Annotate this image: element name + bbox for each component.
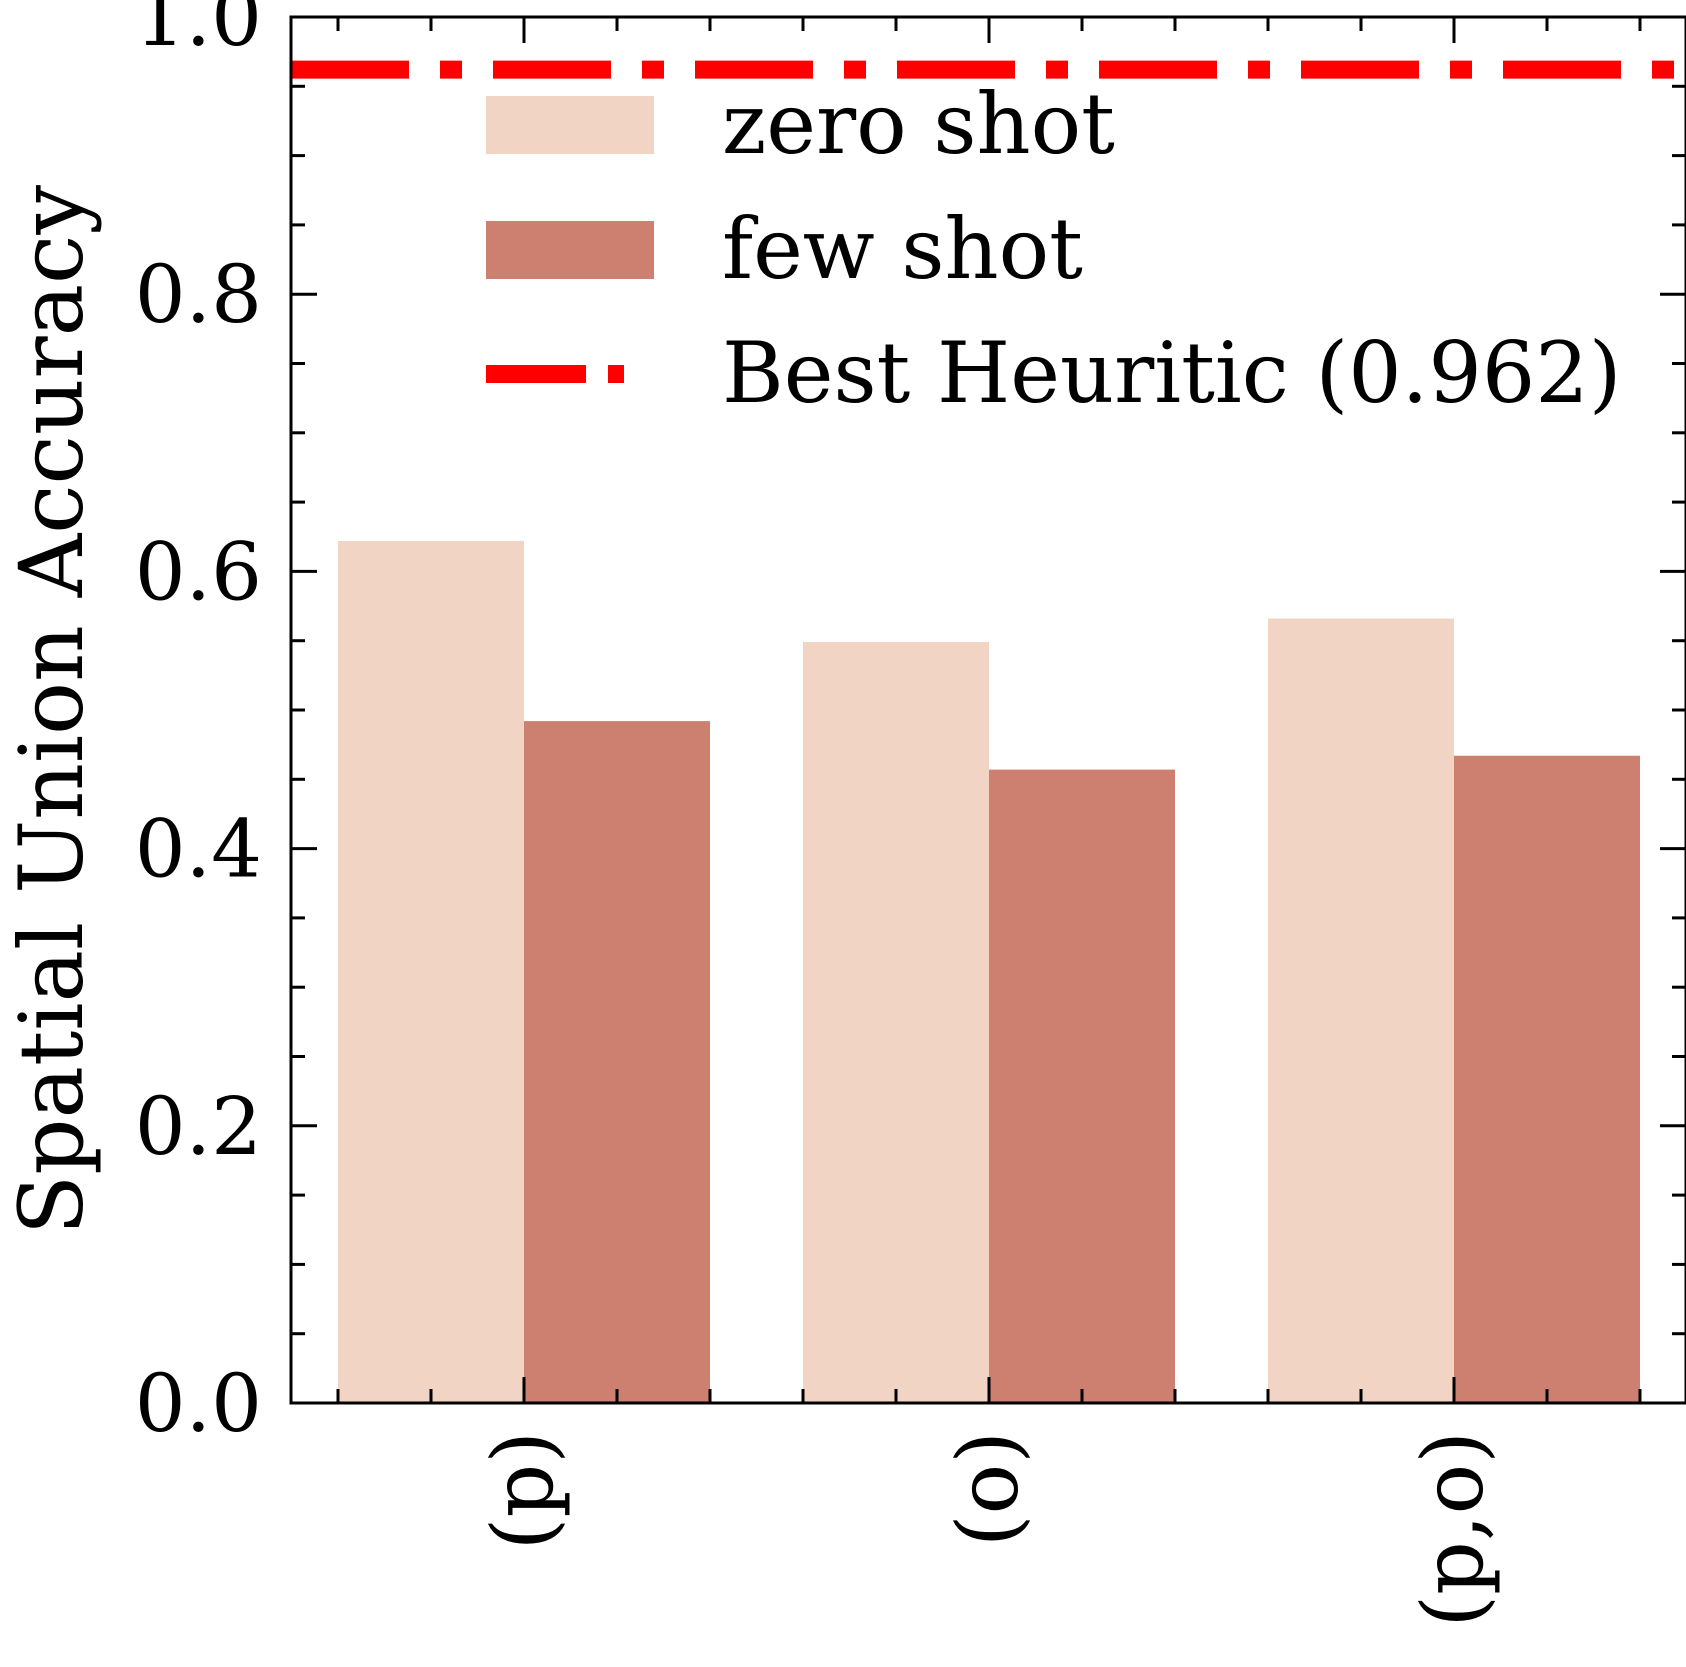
legend-swatch-zero-shot — [486, 96, 654, 154]
legend: zero shot few shot Best Heuritic (0.962) — [486, 75, 1621, 422]
ticks-layer — [291, 15, 1686, 1405]
x-tick-label: (p,o) — [1404, 1431, 1502, 1628]
y-tick-label: 0.2 — [135, 1080, 262, 1173]
y-tick-label: 1.0 — [135, 0, 262, 64]
bar-zero-shot-0 — [338, 540, 524, 1403]
plot-frame — [289, 15, 1686, 1405]
y-tick-label: 0.6 — [135, 525, 262, 618]
bar-few-shot-2 — [1454, 755, 1640, 1403]
y-tick-label: 0.0 — [135, 1357, 262, 1450]
bar-few-shot-0 — [524, 721, 710, 1403]
bars-layer — [338, 540, 1640, 1403]
bar-zero-shot-1 — [803, 642, 989, 1403]
y-tick-label: 0.8 — [135, 248, 262, 341]
legend-swatch-few-shot — [486, 221, 654, 279]
legend-label: Best Heuritic (0.962) — [722, 324, 1621, 422]
x-tick-labels: (p) (o) (p,o) — [474, 1431, 1502, 1628]
y-axis-label: Spatial Union Accuracy — [0, 185, 103, 1235]
y-tick-labels: 0.0 0.2 0.4 0.6 0.8 1.0 — [135, 0, 262, 1450]
x-tick-label: (o) — [939, 1431, 1037, 1547]
y-tick-label: 0.4 — [135, 803, 262, 896]
bar-few-shot-1 — [989, 769, 1175, 1403]
x-tick-label: (p) — [474, 1431, 572, 1550]
bar-zero-shot-2 — [1268, 618, 1454, 1403]
legend-label: zero shot — [722, 75, 1115, 173]
legend-label: few shot — [722, 200, 1083, 298]
